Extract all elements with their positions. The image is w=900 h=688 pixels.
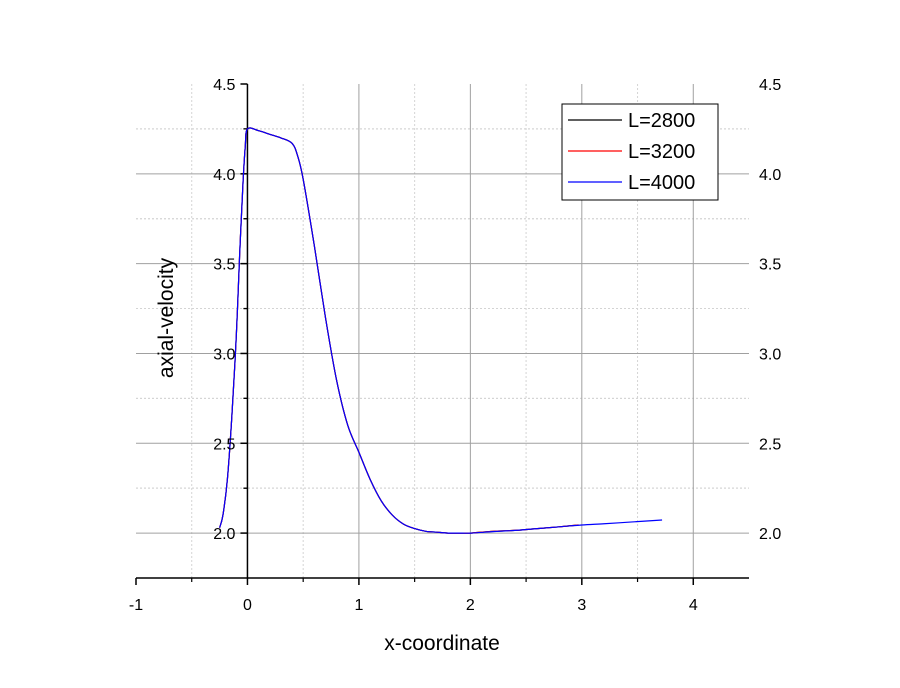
x-tick-label: 4 [689, 597, 698, 614]
y-tick-label-left: 4.0 [213, 167, 235, 184]
x-tick-label: 3 [577, 597, 586, 614]
y-tick-label-left: 2.5 [213, 436, 235, 453]
x-axis-title: x-coordinate [384, 632, 500, 655]
y-axis-title: axial-velocity [155, 257, 178, 378]
y-tick-label-right: 4.5 [759, 77, 781, 94]
x-tick-label: 1 [354, 597, 363, 614]
y-tick-label-right: 4.0 [759, 167, 781, 184]
legend-label: L=4000 [628, 172, 695, 194]
y-tick-label-left: 3.5 [213, 257, 235, 274]
series-line-l-4000 [219, 127, 663, 534]
y-tick-label-left: 2.0 [213, 526, 235, 543]
series-line-l-3200 [219, 127, 579, 534]
legend-label: L=2800 [628, 110, 695, 132]
x-tick-label: 2 [466, 597, 475, 614]
y-tick-label-left: 3.0 [213, 346, 235, 363]
y-tick-label-right: 2.5 [759, 436, 781, 453]
series-line-l-2800 [219, 127, 579, 534]
tick-labels: -1 0 1 2 3 4 2.0 2.0 2.5 2.5 3.0 3.0 3.5 3.5 4.0 4.0 4.5… [129, 77, 781, 614]
y-tick-label-left: 4.5 [213, 77, 235, 94]
y-tick-label-right: 3.0 [759, 346, 781, 363]
x-tick-label: 0 [243, 597, 252, 614]
legend: L=2800 L=3200 L=4000 [561, 103, 719, 201]
y-tick-label-right: 2.0 [759, 526, 781, 543]
y-tick-label-right: 3.5 [759, 257, 781, 274]
x-tick-label: -1 [129, 597, 143, 614]
legend-label: L=3200 [628, 141, 695, 163]
series-lines [219, 127, 663, 534]
